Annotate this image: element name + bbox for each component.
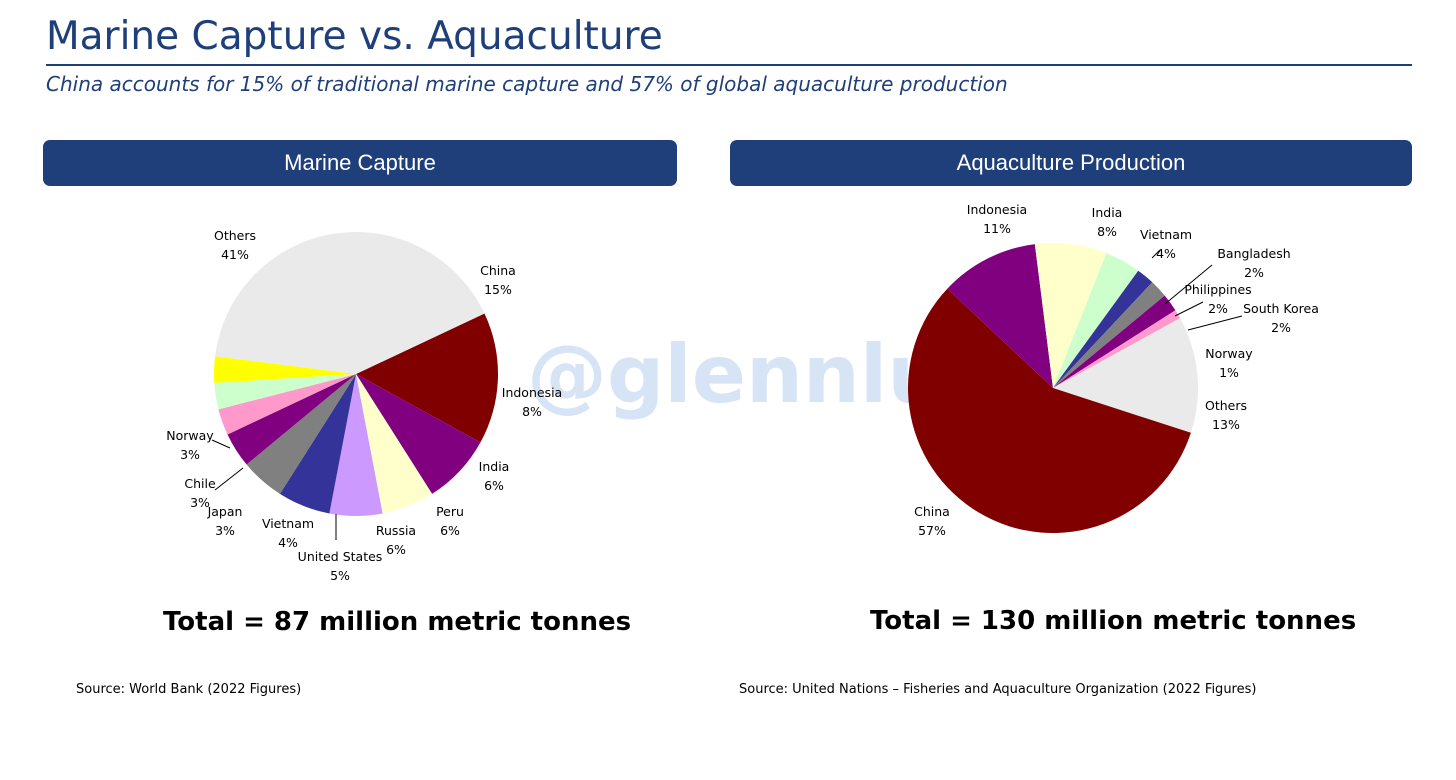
aqua-slice-others (1053, 318, 1198, 433)
marine-label-peru: Peru 6% (436, 504, 464, 538)
aquaculture-total: Total = 130 million metric tonnes (870, 606, 1357, 636)
aqua-label-norway: Norway 1% (1205, 346, 1253, 380)
aqua-slice-india (1034, 242, 1107, 388)
marine-label-indonesia: Indonesia 8% (502, 385, 562, 419)
marine-slice-united-states (246, 374, 356, 494)
aqua-slice-norway (1053, 310, 1181, 388)
aqua-slice-south-korea (1053, 295, 1176, 388)
marine-label-united-states: United States 5% (298, 549, 383, 583)
marine-slice-chile (214, 374, 356, 410)
aqua-slice-bangladesh (1053, 270, 1153, 388)
aqua-slice-philippines (1053, 282, 1165, 388)
aqua-slice-vietnam (1053, 253, 1139, 388)
aqua-label-philippines: Philippines 2% (1184, 282, 1251, 316)
aqua-slice-china (907, 288, 1191, 534)
aqua-label-south-korea: South Korea 2% (1243, 301, 1319, 335)
marine-slice-japan (218, 374, 356, 435)
aqua-label-china: China 57% (914, 504, 950, 538)
marine-capture-total: Total = 87 million metric tonnes (163, 607, 632, 637)
title-divider (46, 64, 1412, 66)
aqua-leader-south-korea (1187, 315, 1243, 331)
aqua-leader-philippines (1174, 301, 1204, 317)
marine-slice-others (215, 231, 485, 374)
aqua-label-vietnam: Vietnam 4% (1140, 227, 1192, 261)
marine-label-japan: Japan 3% (207, 504, 243, 538)
marine-capture-header: Marine Capture (43, 140, 677, 186)
aquaculture-header: Aquaculture Production (730, 140, 1412, 186)
marine-capture-source: Source: World Bank (2022 Figures) (76, 682, 302, 697)
aqua-label-india: India 8% (1092, 205, 1123, 239)
aqua-leader-bangladesh (1164, 264, 1213, 305)
marine-label-vietnam: Vietnam 4% (262, 516, 314, 550)
aquaculture-source: Source: United Nations – Fisheries and A… (739, 682, 1257, 697)
aqua-slice-indonesia (947, 244, 1053, 388)
aqua-label-others: Others 13% (1205, 398, 1247, 432)
page-subtitle: China accounts for 15% of traditional ma… (46, 72, 1008, 96)
marine-label-norway: Norway 3% (166, 428, 214, 462)
marine-leader-norway (211, 439, 231, 449)
marine-slice-vietnam (227, 374, 356, 465)
aqua-label-bangladesh: Bangladesh 2% (1217, 246, 1290, 280)
marine-label-russia: Russia 6% (376, 523, 416, 557)
marine-label-chile: Chile 3% (184, 476, 216, 510)
marine-slice-india (356, 374, 433, 514)
marine-label-others: Others 41% (214, 228, 256, 262)
marine-leader-chile (214, 467, 244, 491)
marine-slice-peru (329, 374, 383, 516)
marine-slice-norway (214, 356, 356, 383)
marine-label-india: India 6% (479, 459, 510, 493)
marine-label-china: China 15% (480, 263, 516, 297)
page-title: Marine Capture vs. Aquaculture (46, 14, 663, 59)
aqua-label-indonesia: Indonesia 11% (967, 202, 1027, 236)
aqua-leader-vietnam (1151, 249, 1161, 259)
marine-slice-russia (279, 374, 356, 514)
marine-slice-indonesia (356, 374, 481, 494)
marine-slice-china (356, 313, 499, 443)
